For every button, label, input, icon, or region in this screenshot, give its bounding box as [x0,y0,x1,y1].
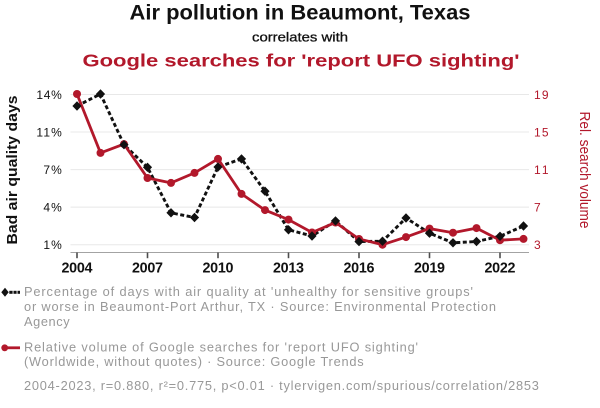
svg-text:2007: 2007 [132,261,163,277]
svg-text:3: 3 [534,238,541,252]
svg-text:Air pollution in Beaumont, Tex: Air pollution in Beaumont, Texas [130,2,471,25]
svg-text:1%: 1% [43,238,62,252]
svg-text:Percentage of days with air qu: Percentage of days with air quality at '… [24,284,473,299]
svg-text:2004-2023, r=0.880, r²=0.775,: 2004-2023, r=0.880, r²=0.775, p<0.01 · t… [24,378,539,393]
svg-text:Rel. search volume: Rel. search volume [576,112,592,229]
svg-text:4%: 4% [43,200,62,214]
svg-text:Google searches for 'report UF: Google searches for 'report UFO sighting… [83,50,520,70]
svg-text:2016: 2016 [344,261,375,277]
svg-text:2010: 2010 [203,261,234,277]
svg-text:2013: 2013 [273,261,304,277]
svg-text:2019: 2019 [414,261,445,277]
svg-text:2004: 2004 [62,261,93,277]
svg-text:14%: 14% [36,88,62,102]
svg-text:(Worldwide, without quotes) ·: (Worldwide, without quotes) · Source: Go… [24,354,364,369]
svg-text:7%: 7% [43,163,62,177]
svg-text:7: 7 [534,200,541,214]
svg-text:Relative volume of Google sear: Relative volume of Google searches for '… [24,340,418,355]
svg-text:11: 11 [534,163,549,177]
svg-text:Agency: Agency [24,314,70,329]
svg-text:or worse in Beaumont-Port Arth: or worse in Beaumont-Port Arthur, TX · S… [24,299,496,314]
svg-text:2022: 2022 [485,261,516,277]
svg-text:correlates with: correlates with [252,29,348,44]
svg-text:19: 19 [534,88,549,102]
svg-text:15: 15 [534,125,549,139]
svg-text:Bad air quality days: Bad air quality days [5,95,21,244]
svg-text:11%: 11% [36,125,62,139]
